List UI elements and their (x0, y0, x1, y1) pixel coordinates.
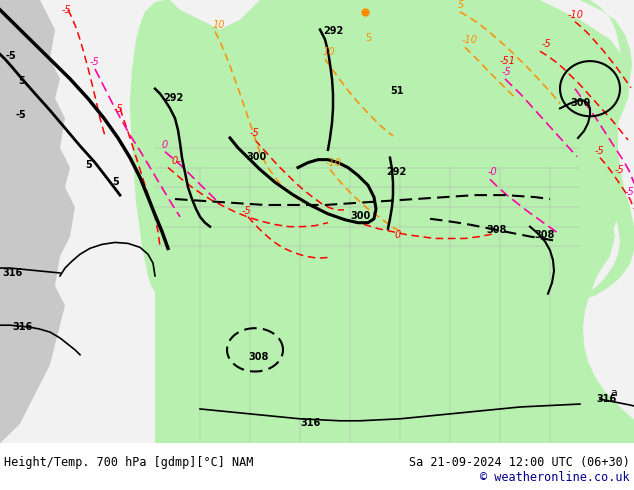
Text: 0: 0 (395, 230, 401, 241)
Text: -5: -5 (502, 67, 512, 77)
Text: 308: 308 (534, 230, 554, 241)
Text: 292: 292 (163, 93, 183, 102)
Text: -5: -5 (250, 128, 260, 138)
Text: -51: -51 (500, 56, 516, 66)
Text: 308: 308 (486, 224, 507, 235)
Text: 292: 292 (386, 168, 406, 177)
Polygon shape (450, 0, 634, 308)
Text: -10: -10 (568, 10, 584, 20)
Text: 316: 316 (12, 322, 32, 332)
Text: 316: 316 (2, 268, 22, 278)
Text: 51: 51 (390, 86, 403, 96)
Text: Sa 21-09-2024 12:00 UTC (06+30): Sa 21-09-2024 12:00 UTC (06+30) (409, 456, 630, 468)
Text: 10: 10 (213, 20, 226, 29)
Text: -5: -5 (615, 166, 624, 175)
Polygon shape (0, 0, 634, 443)
Text: 5: 5 (18, 76, 25, 86)
Text: 5: 5 (458, 0, 464, 10)
Text: 316: 316 (300, 417, 320, 428)
Text: 300: 300 (350, 211, 370, 221)
Text: -5: -5 (625, 187, 634, 197)
Text: -5: -5 (114, 104, 124, 114)
Text: -5: -5 (5, 51, 16, 61)
Text: -5: -5 (90, 57, 100, 67)
Text: 0: 0 (162, 140, 168, 150)
Text: 5: 5 (112, 177, 119, 187)
Text: -5: -5 (542, 39, 552, 49)
Text: -5: -5 (62, 5, 72, 15)
Text: 5: 5 (365, 33, 372, 44)
Text: -5: -5 (242, 206, 252, 216)
Text: -0: -0 (488, 168, 498, 177)
Text: 10: 10 (323, 47, 335, 57)
Text: 316: 316 (596, 394, 616, 404)
Text: 300: 300 (246, 151, 266, 162)
Text: Height/Temp. 700 hPa [gdmp][°C] NAM: Height/Temp. 700 hPa [gdmp][°C] NAM (4, 456, 254, 468)
Text: © weatheronline.co.uk: © weatheronline.co.uk (481, 471, 630, 484)
Polygon shape (130, 0, 630, 300)
Polygon shape (0, 0, 75, 443)
Polygon shape (155, 146, 634, 443)
Text: 308: 308 (248, 352, 268, 362)
Text: -10: -10 (326, 158, 342, 168)
Text: 0-: 0- (172, 156, 182, 166)
Text: 5: 5 (85, 160, 92, 170)
Text: -10: -10 (462, 35, 478, 46)
Text: 292: 292 (323, 26, 343, 36)
Polygon shape (15, 232, 24, 249)
Polygon shape (25, 133, 34, 150)
Text: a: a (610, 388, 617, 398)
Text: -5: -5 (595, 146, 605, 156)
Text: 300: 300 (570, 98, 590, 108)
Text: -5: -5 (15, 110, 26, 120)
Polygon shape (18, 197, 27, 213)
Polygon shape (20, 163, 30, 179)
